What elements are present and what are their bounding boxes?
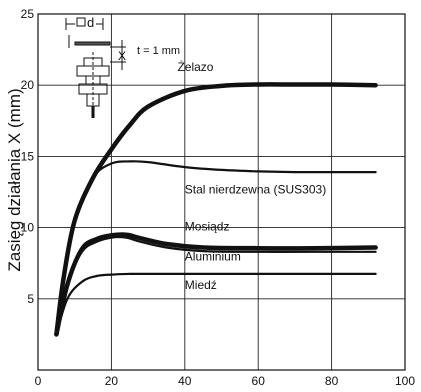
series-label-stal-nierdzewna-sus303: Stal nierdzewna (SUS303) [185, 182, 326, 196]
x-tick-label: 20 [105, 374, 119, 388]
y-tick-label: 15 [21, 149, 35, 163]
series-line-stal-nierdzewna-sus303 [55, 160, 377, 336]
series-line-mied [55, 272, 377, 336]
y-tick-label: 5 [27, 292, 34, 306]
series-label-mosi-dz: Mosiądz [185, 219, 230, 233]
series-label-aluminium: Aluminium [185, 249, 241, 263]
y-tick-label: 20 [21, 78, 35, 92]
x-tick-label: 40 [178, 374, 192, 388]
square-symbol [76, 17, 86, 27]
x-tick-label: 100 [395, 374, 415, 388]
series-label-elazo: Żelazo [177, 60, 213, 74]
x-tick-label: 80 [325, 374, 339, 388]
y-tick-label: 10 [21, 221, 35, 235]
target-size-label: d [87, 15, 94, 30]
x-tick-label: 60 [252, 374, 266, 388]
x-tick-label: 0 [35, 374, 42, 388]
y-axis-title: Zasięg działania X (mm) [5, 88, 24, 271]
distance-label: X [118, 49, 126, 63]
sensor-diagram [65, 17, 126, 118]
series-lines [54, 82, 378, 337]
grid-lines [38, 14, 405, 370]
series-labels: Żelazo Stal nierdzewna (SUS303) Mosiądz Alu… [177, 60, 326, 292]
plot-frame [37, 13, 406, 371]
tick-labels: 0 20 40 60 80 100 5 10 15 20 25 [21, 7, 416, 388]
thickness-label: t = 1 mm [137, 45, 180, 57]
y-tick-label: 25 [21, 7, 35, 21]
series-line-mosi-dz [54, 232, 378, 337]
series-line-aluminium [55, 235, 377, 336]
series-line-elazo [54, 82, 378, 337]
target-plate [74, 41, 111, 46]
series-label-mied: Miedź [185, 278, 217, 292]
